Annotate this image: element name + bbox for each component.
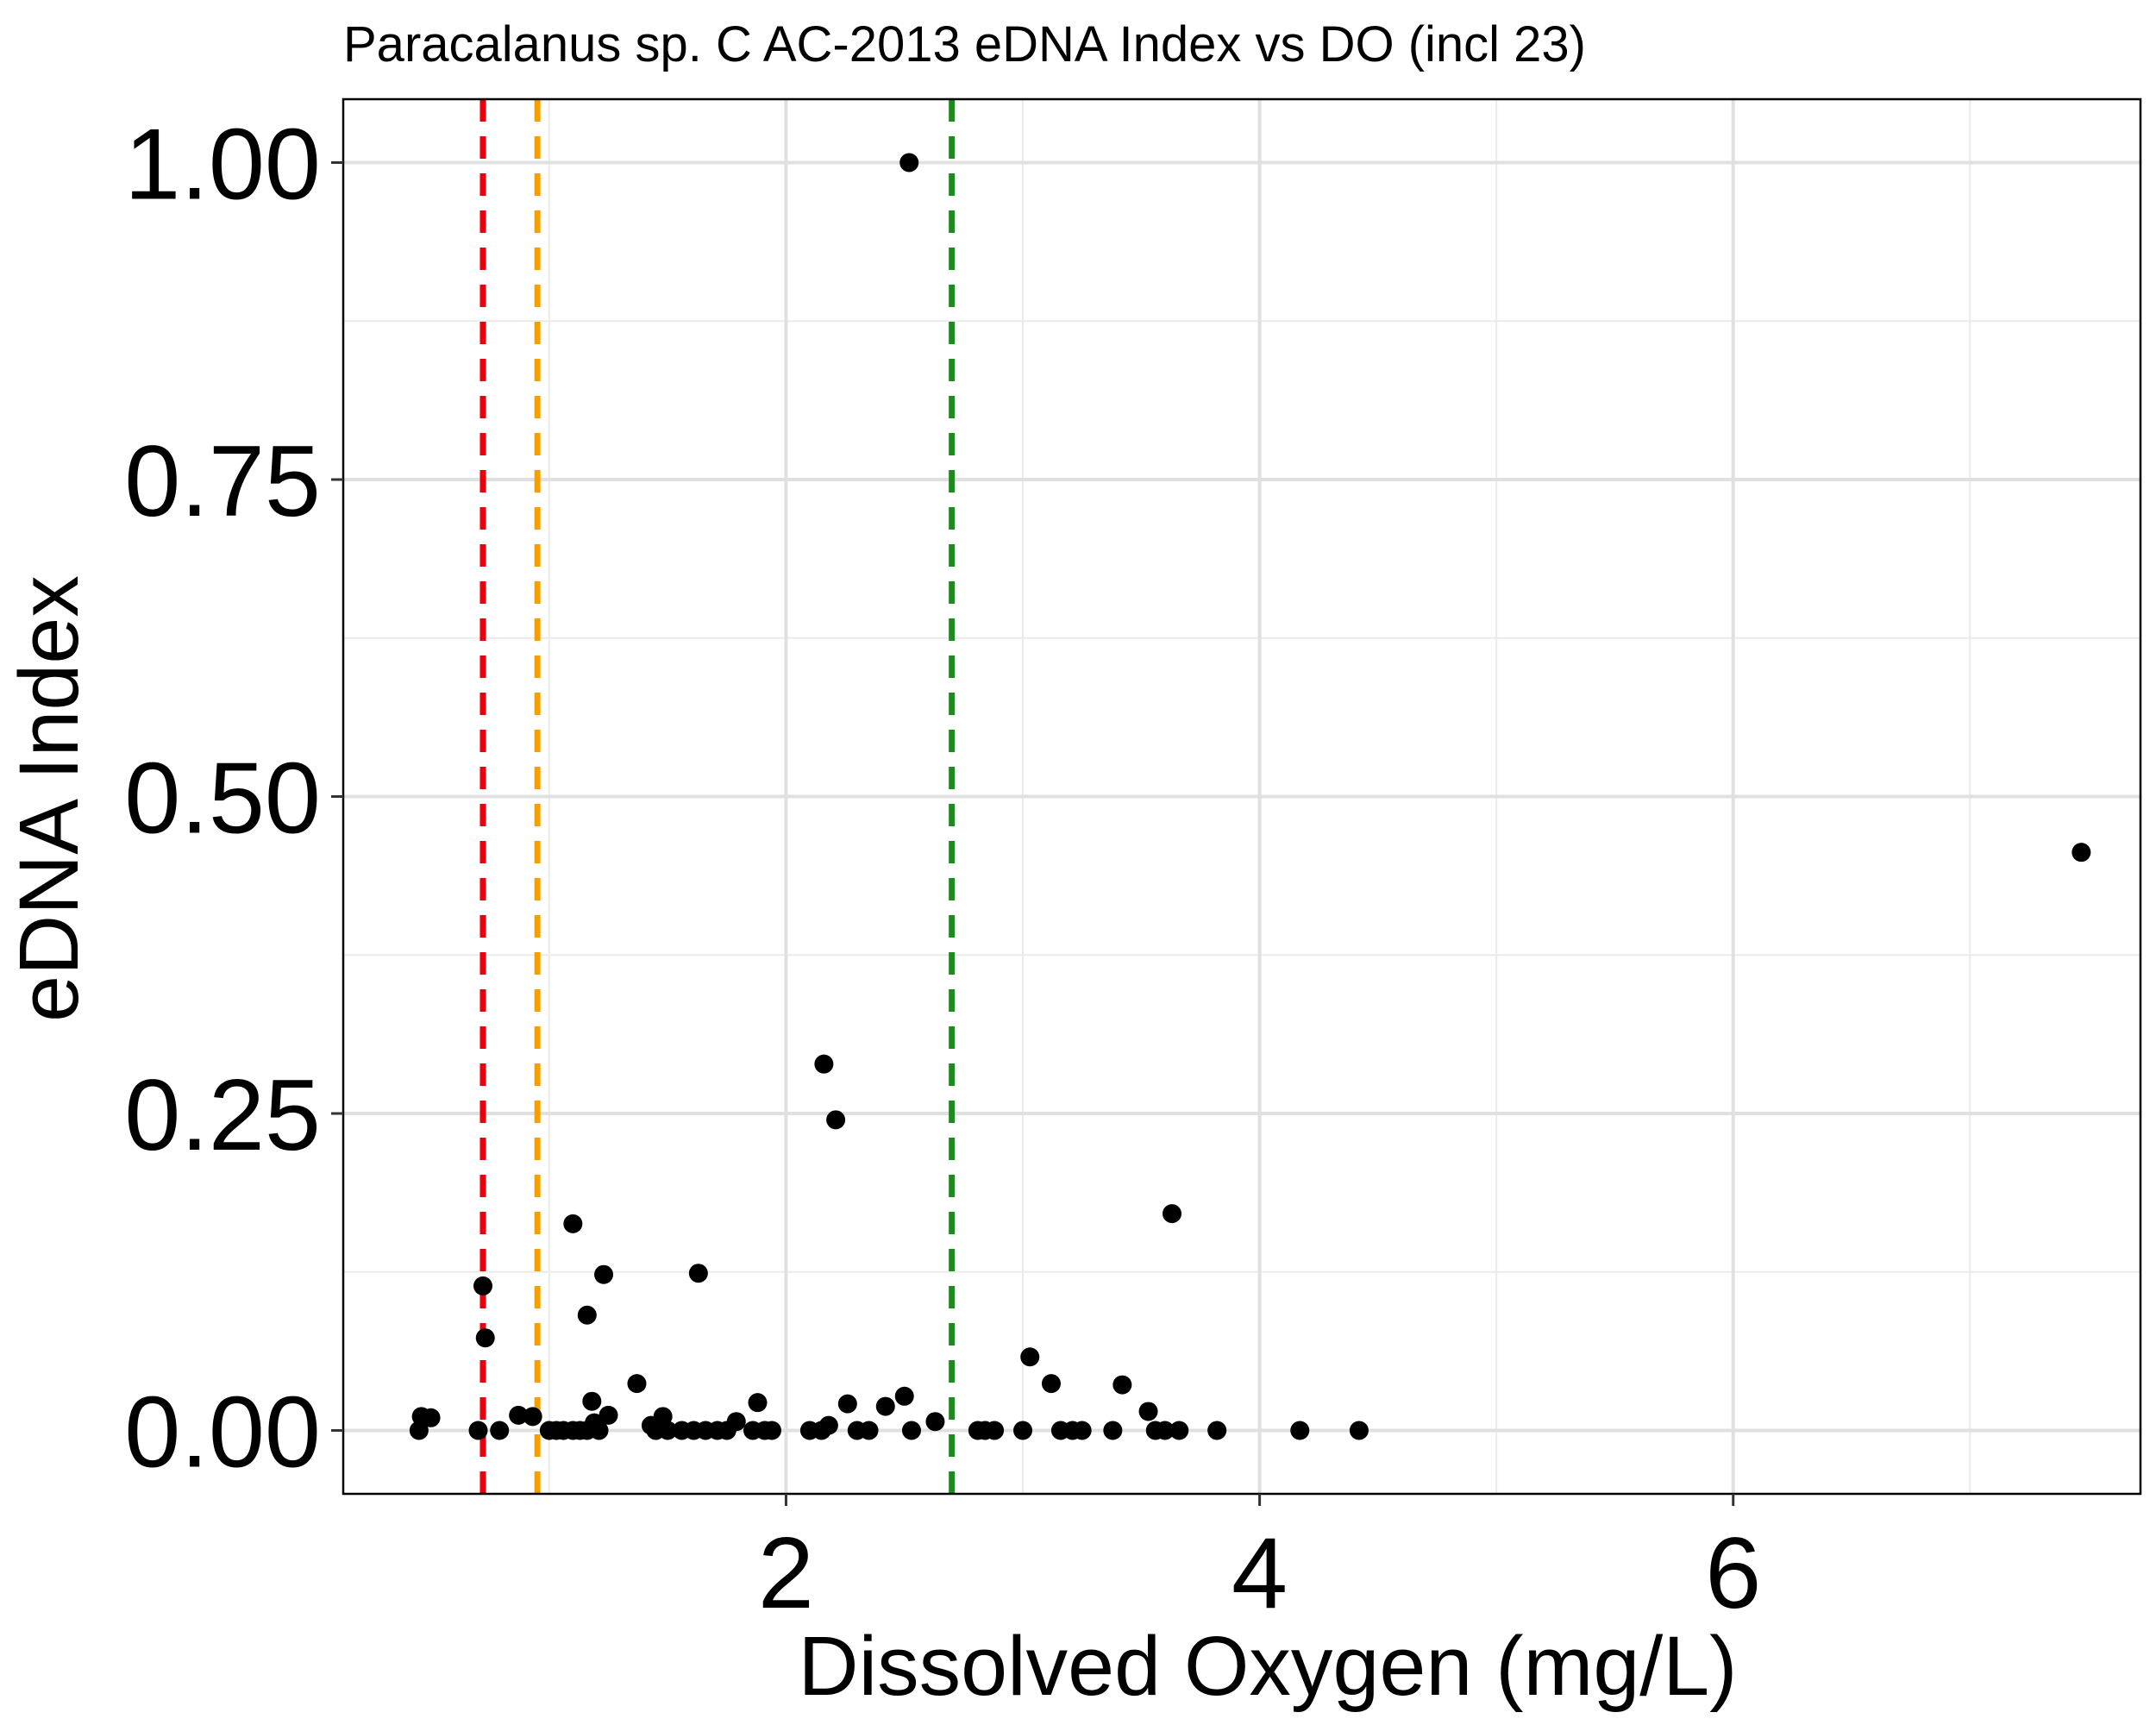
reference-lines (479, 99, 956, 1494)
y-tick-label: 0.50 (124, 742, 321, 855)
data-point (814, 1054, 834, 1074)
x-tick-label: 4 (1232, 1516, 1288, 1629)
x-axis-title: Dissolved Oxygen (mg/L) (799, 1619, 1738, 1713)
data-point (577, 1305, 597, 1325)
data-point (563, 1214, 583, 1233)
data-point (509, 1405, 529, 1425)
data-point (1103, 1421, 1123, 1440)
data-point (1155, 1421, 1175, 1440)
data-point (594, 1264, 614, 1284)
data-point (1163, 1204, 1182, 1224)
data-point (582, 1391, 602, 1411)
data-point (899, 153, 919, 172)
data-point (688, 1264, 708, 1283)
y-axis: 0.00 0.25 0.50 0.75 1.00 (124, 108, 343, 1489)
data-point (837, 1394, 857, 1414)
data-point (875, 1396, 895, 1416)
data-point (627, 1374, 647, 1394)
x-axis: 2 4 6 (758, 1494, 1761, 1629)
data-point (1290, 1421, 1310, 1440)
y-tick-label: 0.00 (124, 1376, 321, 1489)
minor-gridlines (343, 99, 2140, 1494)
data-point (1072, 1421, 1092, 1440)
data-point (818, 1415, 838, 1435)
data-point (1207, 1421, 1227, 1440)
y-tick-label: 0.75 (124, 424, 321, 537)
data-point (1138, 1402, 1158, 1421)
data-point (761, 1421, 781, 1440)
data-point (1349, 1421, 1369, 1440)
major-gridlines (343, 99, 2140, 1494)
data-point (475, 1328, 495, 1348)
x-tick-label: 2 (758, 1516, 814, 1629)
y-axis-title: eDNA Index (2, 575, 96, 1022)
data-point (859, 1421, 879, 1440)
data-point (490, 1421, 510, 1440)
data-point (421, 1408, 441, 1427)
data-point (409, 1421, 429, 1440)
data-point (468, 1421, 488, 1440)
data-point (658, 1421, 678, 1440)
data-point (473, 1276, 492, 1295)
data-point (726, 1412, 746, 1432)
data-point (925, 1412, 945, 1432)
data-point (1013, 1421, 1033, 1440)
data-point (589, 1421, 609, 1440)
x-tick-label: 6 (1705, 1516, 1761, 1629)
data-point (523, 1407, 542, 1427)
data-point (894, 1386, 914, 1406)
data-point (2071, 843, 2091, 862)
data-point (1041, 1374, 1061, 1394)
y-tick-label: 0.25 (124, 1058, 321, 1171)
data-point (1020, 1347, 1040, 1367)
data-point (599, 1405, 618, 1425)
data-point (1112, 1375, 1132, 1395)
chart-title: Paracalanus sp. C AC-2013 eDNA Index vs … (343, 16, 1586, 72)
data-point (901, 1421, 921, 1440)
data-point (748, 1393, 768, 1413)
data-points (409, 153, 2091, 1440)
data-point (826, 1110, 846, 1130)
data-point (1169, 1421, 1189, 1440)
data-point (985, 1421, 1005, 1440)
y-tick-label: 1.00 (124, 108, 321, 221)
